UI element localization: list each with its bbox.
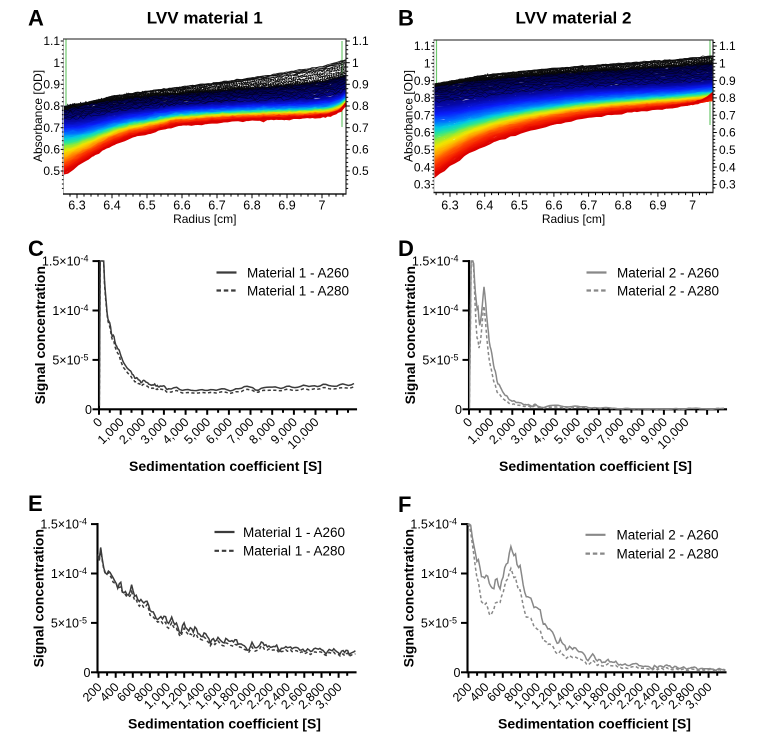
- svg-text:Signal concentration: Signal concentration: [401, 529, 417, 667]
- svg-text:1×10-4: 1×10-4: [51, 566, 87, 581]
- svg-text:0.5: 0.5: [414, 143, 431, 157]
- svg-text:Sedimentation coefficient [S]: Sedimentation coefficient [S]: [499, 458, 692, 474]
- svg-text:0: 0: [85, 403, 92, 417]
- svg-text:C: C: [28, 236, 44, 261]
- svg-text:0: 0: [455, 403, 462, 417]
- svg-text:6.9: 6.9: [278, 198, 295, 212]
- svg-text:Signal concentration: Signal concentration: [31, 529, 47, 667]
- svg-text:6.5: 6.5: [511, 198, 528, 212]
- svg-text:1.1: 1.1: [43, 34, 60, 48]
- svg-text:1: 1: [424, 57, 431, 71]
- svg-text:A: A: [28, 6, 44, 31]
- svg-text:6.3: 6.3: [68, 198, 85, 212]
- svg-text:1: 1: [352, 56, 359, 70]
- svg-text:6.6: 6.6: [545, 198, 562, 212]
- svg-text:5×10-5: 5×10-5: [52, 352, 88, 367]
- svg-text:1.5×10-4: 1.5×10-4: [42, 254, 89, 269]
- svg-text:1.1: 1.1: [352, 34, 369, 48]
- svg-text:E: E: [28, 491, 43, 516]
- svg-text:0.7: 0.7: [719, 108, 736, 122]
- svg-text:0.8: 0.8: [352, 99, 369, 113]
- svg-text:Material 1 - A280: Material 1 - A280: [243, 544, 345, 559]
- svg-text:1×10-4: 1×10-4: [52, 303, 88, 318]
- svg-text:0.6: 0.6: [352, 143, 369, 157]
- svg-text:Sedimentation coefficient [S]: Sedimentation coefficient [S]: [129, 458, 322, 474]
- svg-text:1×10-4: 1×10-4: [421, 566, 457, 581]
- svg-text:0.6: 0.6: [719, 126, 736, 140]
- svg-text:1×10-4: 1×10-4: [422, 303, 458, 318]
- svg-text:6.5: 6.5: [138, 198, 155, 212]
- svg-text:Material 1 - A260: Material 1 - A260: [247, 265, 349, 280]
- svg-text:0.8: 0.8: [43, 99, 60, 113]
- svg-text:Absorbance [OD]: Absorbance [OD]: [31, 70, 45, 162]
- svg-text:Material 1 - A280: Material 1 - A280: [247, 283, 349, 298]
- svg-text:0.8: 0.8: [414, 91, 431, 105]
- svg-text:6.4: 6.4: [103, 198, 120, 212]
- svg-text:1: 1: [53, 56, 60, 70]
- svg-text:0.3: 0.3: [414, 178, 431, 192]
- svg-text:0.5: 0.5: [43, 164, 60, 178]
- svg-text:0.9: 0.9: [414, 74, 431, 88]
- svg-text:0.4: 0.4: [414, 160, 431, 174]
- svg-text:0: 0: [84, 666, 91, 680]
- svg-text:Material 2 - A280: Material 2 - A280: [617, 283, 719, 298]
- svg-text:Signal concentration: Signal concentration: [32, 266, 48, 404]
- svg-text:1: 1: [719, 57, 726, 71]
- svg-text:6.6: 6.6: [173, 198, 190, 212]
- svg-text:5×10-5: 5×10-5: [422, 352, 458, 367]
- svg-text:0.8: 0.8: [719, 91, 736, 105]
- svg-text:F: F: [398, 492, 411, 517]
- svg-text:6.4: 6.4: [476, 198, 493, 212]
- svg-text:6.7: 6.7: [580, 198, 597, 212]
- svg-text:5×10-5: 5×10-5: [51, 615, 87, 630]
- svg-text:6.3: 6.3: [441, 198, 458, 212]
- svg-text:6.8: 6.8: [615, 198, 632, 212]
- svg-text:1.5×10-4: 1.5×10-4: [412, 254, 459, 269]
- svg-text:Radius [cm]: Radius [cm]: [173, 212, 236, 226]
- svg-text:6.9: 6.9: [649, 198, 666, 212]
- svg-text:Material 2 - A260: Material 2 - A260: [617, 528, 719, 543]
- svg-text:0: 0: [454, 666, 461, 680]
- svg-text:Sedimentation coefficient [S]: Sedimentation coefficient [S]: [128, 715, 321, 731]
- svg-text:7: 7: [689, 198, 696, 212]
- svg-text:0.6: 0.6: [43, 143, 60, 157]
- svg-text:0.3: 0.3: [719, 178, 736, 192]
- svg-text:0.9: 0.9: [352, 78, 369, 92]
- svg-text:Radius [cm]: Radius [cm]: [542, 212, 605, 226]
- svg-text:LVV material 1: LVV material 1: [147, 9, 263, 28]
- svg-text:0.7: 0.7: [414, 108, 431, 122]
- svg-text:6.7: 6.7: [208, 198, 225, 212]
- svg-text:0.7: 0.7: [352, 121, 369, 135]
- svg-text:Material 2 - A280: Material 2 - A280: [617, 546, 719, 561]
- svg-text:0.9: 0.9: [43, 78, 60, 92]
- svg-text:Absorbance [OD]: Absorbance [OD]: [402, 70, 416, 162]
- svg-text:0.5: 0.5: [352, 164, 369, 178]
- svg-text:Material 1 - A260: Material 1 - A260: [243, 525, 345, 540]
- svg-text:LVV material 2: LVV material 2: [516, 9, 632, 28]
- svg-text:7: 7: [319, 198, 326, 212]
- svg-text:5×10-5: 5×10-5: [421, 615, 457, 630]
- svg-text:0.5: 0.5: [719, 143, 736, 157]
- svg-text:1.5×10-4: 1.5×10-4: [40, 517, 87, 532]
- svg-text:1.1: 1.1: [719, 39, 736, 53]
- svg-text:0.4: 0.4: [719, 160, 736, 174]
- svg-text:D: D: [398, 236, 414, 261]
- svg-text:Signal concentration: Signal concentration: [402, 266, 418, 404]
- svg-text:Material 2 - A260: Material 2 - A260: [617, 265, 719, 280]
- svg-text:6.8: 6.8: [243, 198, 260, 212]
- svg-text:B: B: [398, 6, 414, 31]
- svg-text:Sedimentation coefficient [S]: Sedimentation coefficient [S]: [498, 715, 691, 731]
- svg-text:0.9: 0.9: [719, 74, 736, 88]
- svg-text:1.1: 1.1: [414, 39, 431, 53]
- svg-text:1.5×10-4: 1.5×10-4: [410, 517, 457, 532]
- svg-text:0.6: 0.6: [414, 126, 431, 140]
- svg-text:0.7: 0.7: [43, 121, 60, 135]
